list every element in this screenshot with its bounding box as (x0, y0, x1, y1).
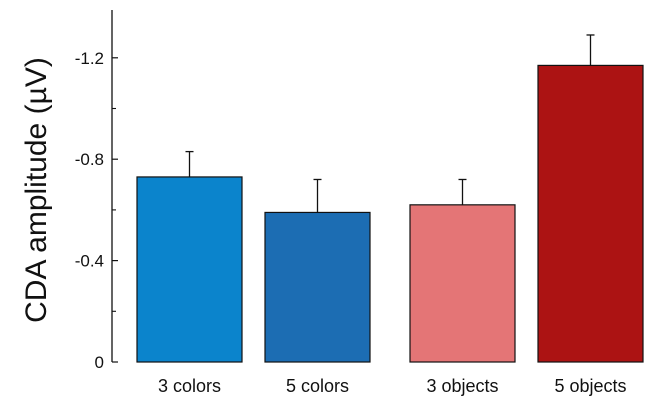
category-label-4: 5 objects (554, 376, 626, 396)
category-label-1: 3 colors (158, 376, 221, 396)
y-tick-label: -0.4 (75, 252, 104, 271)
y-tick-label: -1.2 (75, 49, 104, 68)
y-tick-label: 0 (95, 353, 104, 372)
y-axis-title: CDA amplitude (µV) (20, 57, 53, 323)
category-label-3: 3 objects (426, 376, 498, 396)
category-label-2: 5 colors (286, 376, 349, 396)
bar-3 (409, 204, 516, 363)
bars (136, 64, 644, 363)
bar-1 (136, 176, 243, 363)
bar-4 (537, 64, 644, 363)
y-axis: 0 -0.4 -0.8 -1.2 (75, 10, 118, 372)
error-bars (185, 34, 595, 213)
x-axis-labels: 3 colors 5 colors 3 objects 5 objects (158, 376, 627, 396)
bar-2 (264, 211, 371, 363)
y-tick-label: -0.8 (75, 150, 104, 169)
